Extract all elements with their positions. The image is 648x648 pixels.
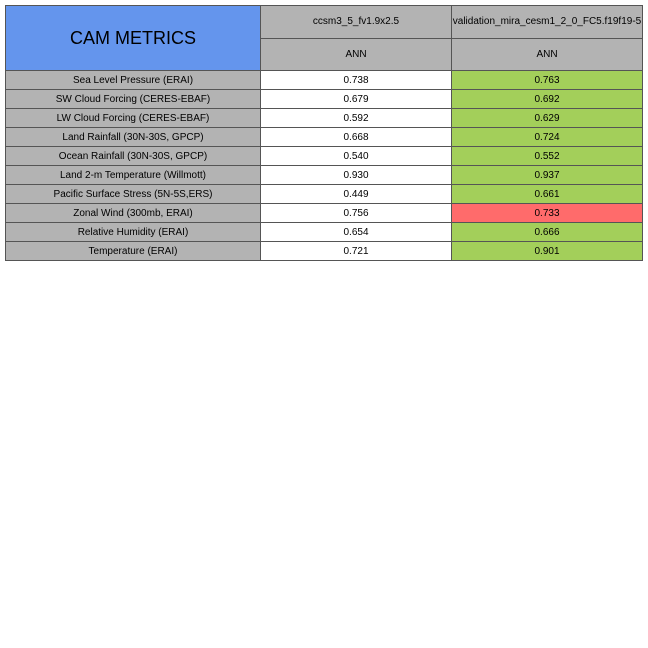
base-value: 0.592 xyxy=(260,108,452,128)
base-value: 0.679 xyxy=(260,89,452,109)
header-row-season: ANN ANN xyxy=(6,37,643,71)
test-value: 0.937 xyxy=(451,165,643,185)
test-value: 0.552 xyxy=(451,146,643,166)
metric-label: SW Cloud Forcing (CERES-EBAF) xyxy=(5,89,261,109)
table-row: LW Cloud Forcing (CERES-EBAF) 0.592 0.629 xyxy=(5,108,643,128)
season-header-test: ANN xyxy=(451,37,643,71)
base-value: 0.930 xyxy=(260,165,452,185)
season-header-base: ANN xyxy=(260,37,452,71)
table-row: SW Cloud Forcing (CERES-EBAF) 0.679 0.692 xyxy=(5,89,643,109)
header-row-models: CAM METRICS ccsm3_5_fv1.9x2.5 validation… xyxy=(5,5,643,71)
metric-label: Sea Level Pressure (ERAI) xyxy=(5,70,261,90)
metric-label: Relative Humidity (ERAI) xyxy=(5,222,261,242)
base-value: 0.540 xyxy=(260,146,452,166)
metric-label: Land Rainfall (30N-30S, GPCP) xyxy=(5,127,261,147)
table-row: Sea Level Pressure (ERAI) 0.738 0.763 xyxy=(5,70,643,90)
test-value: 0.733 xyxy=(451,203,643,223)
test-value: 0.666 xyxy=(451,222,643,242)
model-header-base: ccsm3_5_fv1.9x2.5 xyxy=(260,5,452,39)
table-row: Land Rainfall (30N-30S, GPCP) 0.668 0.724 xyxy=(5,127,643,147)
base-value: 0.721 xyxy=(260,241,452,261)
table-row: Pacific Surface Stress (5N-5S,ERS) 0.449 0… xyxy=(5,184,643,204)
metric-label: Pacific Surface Stress (5N-5S,ERS) xyxy=(5,184,261,204)
table-row: Ocean Rainfall (30N-30S, GPCP) 0.540 0.552 xyxy=(5,146,643,166)
table-row: Temperature (ERAI) 0.721 0.901 xyxy=(5,241,643,261)
test-value: 0.763 xyxy=(451,70,643,90)
table-row: Land 2-m Temperature (Willmott) 0.930 0.93… xyxy=(5,165,643,185)
base-value: 0.668 xyxy=(260,127,452,147)
test-value: 0.629 xyxy=(451,108,643,128)
metric-label: LW Cloud Forcing (CERES-EBAF) xyxy=(5,108,261,128)
cam-metrics-table: CAM METRICS ccsm3_5_fv1.9x2.5 validation… xyxy=(5,5,643,261)
test-value: 0.661 xyxy=(451,184,643,204)
base-value: 0.756 xyxy=(260,203,452,223)
metric-label: Temperature (ERAI) xyxy=(5,241,261,261)
table-title: CAM METRICS xyxy=(5,5,261,71)
base-value: 0.738 xyxy=(260,70,452,90)
metric-label: Ocean Rainfall (30N-30S, GPCP) xyxy=(5,146,261,166)
metric-label: Zonal Wind (300mb, ERAI) xyxy=(5,203,261,223)
table-row: Zonal Wind (300mb, ERAI) 0.756 0.733 xyxy=(5,203,643,223)
metrics-table-body: CAM METRICS ccsm3_5_fv1.9x2.5 validation… xyxy=(5,5,643,261)
base-value: 0.449 xyxy=(260,184,452,204)
metrics-table-container: CAM METRICS ccsm3_5_fv1.9x2.5 validation… xyxy=(5,5,643,261)
test-value: 0.692 xyxy=(451,89,643,109)
metric-label: Land 2-m Temperature (Willmott) xyxy=(5,165,261,185)
test-value: 0.724 xyxy=(451,127,643,147)
test-value: 0.901 xyxy=(451,241,643,261)
model-header-test: validation_mira_cesm1_2_0_FC5.f19f19-5 xyxy=(451,5,643,39)
base-value: 0.654 xyxy=(260,222,452,242)
table-row: Relative Humidity (ERAI) 0.654 0.666 xyxy=(5,222,643,242)
model-header-test-label: validation_mira_cesm1_2_0_FC5.f19f19-5 xyxy=(452,16,642,28)
